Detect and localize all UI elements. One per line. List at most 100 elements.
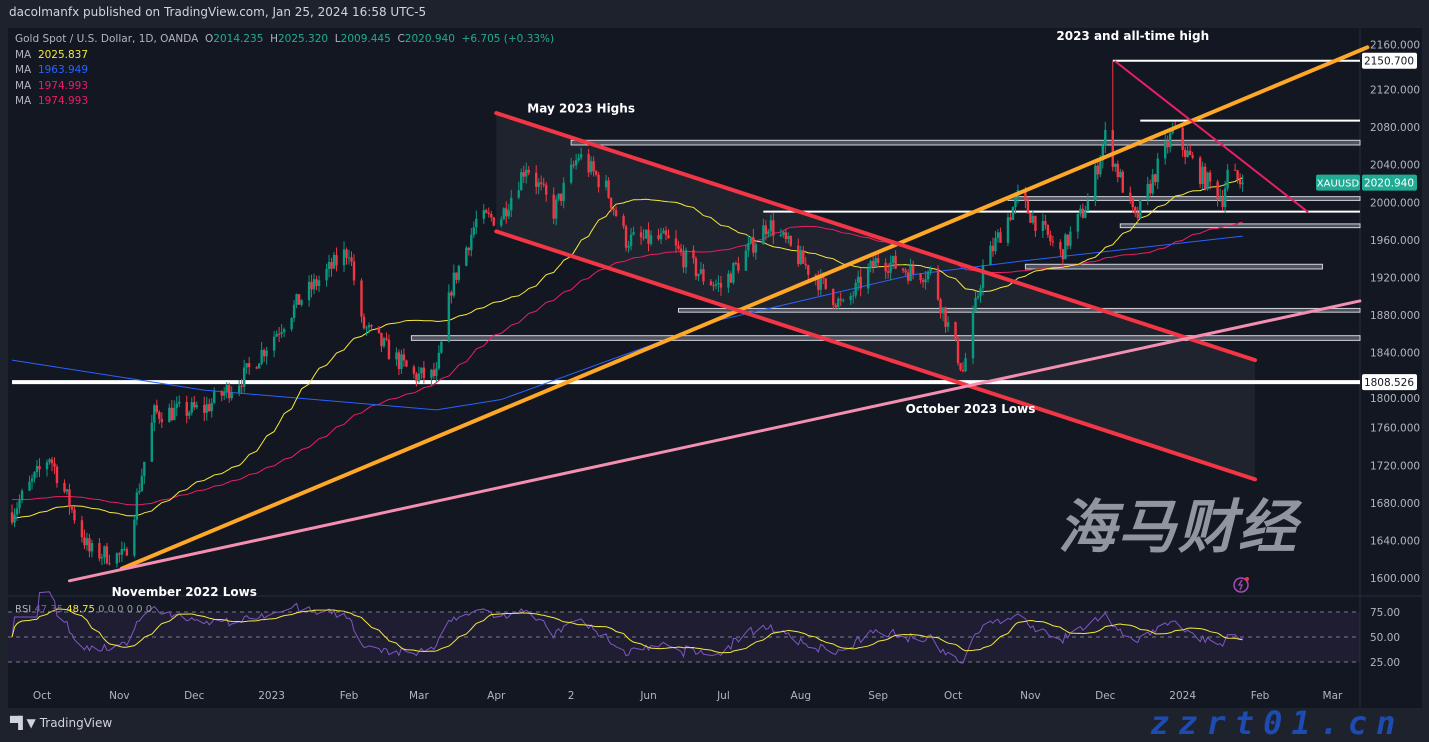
candle-body xyxy=(415,373,418,382)
candle xyxy=(205,396,208,421)
y-tick-label: 1800.000 xyxy=(1370,393,1420,405)
ma-row[interactable]: MA 1963.949 xyxy=(15,63,554,79)
candle-body xyxy=(559,193,563,202)
ma-row[interactable]: MA 1974.993 xyxy=(15,79,554,95)
candle-body xyxy=(964,358,967,372)
candle xyxy=(869,259,872,273)
lightning-alert-icon[interactable] xyxy=(1233,577,1249,593)
descending-resistance-magenta-trendline xyxy=(1114,60,1309,213)
candle-body xyxy=(168,407,171,423)
y-tick-label: 2160.000 xyxy=(1370,40,1420,52)
candle-body xyxy=(732,262,735,283)
candle xyxy=(941,307,945,322)
candle xyxy=(1206,171,1209,191)
candle xyxy=(1203,163,1207,191)
candle xyxy=(959,362,962,372)
candle xyxy=(961,361,965,373)
candle-body xyxy=(108,563,111,565)
ma-row[interactable]: MA 1974.993 xyxy=(15,94,554,110)
candle-body xyxy=(871,260,875,267)
candle-body xyxy=(223,392,226,396)
level-tag-2150: 2150.700 xyxy=(1362,52,1417,69)
candle xyxy=(1116,160,1119,183)
candle xyxy=(876,251,880,268)
candle-body xyxy=(891,256,895,263)
candle xyxy=(1134,206,1137,218)
candle xyxy=(644,229,648,240)
symbol-tag-text: XAUUSD xyxy=(1317,179,1360,190)
candle-body xyxy=(203,404,206,413)
candle xyxy=(370,324,373,330)
candle xyxy=(327,254,331,278)
candle-body xyxy=(405,360,408,367)
candle-body xyxy=(587,154,590,173)
candle xyxy=(35,460,39,478)
candle xyxy=(173,400,176,421)
candle xyxy=(385,332,388,342)
candle-body xyxy=(465,247,468,266)
candle-body xyxy=(220,391,223,396)
candle-body xyxy=(455,272,458,280)
candle-body xyxy=(797,245,800,265)
candle-body xyxy=(382,338,386,347)
candle-body xyxy=(312,279,316,290)
ma-row[interactable]: MA 2025.837 xyxy=(15,48,554,64)
candle xyxy=(819,268,822,296)
candle xyxy=(911,260,915,280)
rsi-legend[interactable]: RSI 47.35 48.75 0 0 0 0 0 0 xyxy=(15,604,152,615)
channel-shading xyxy=(496,113,1256,480)
candle xyxy=(325,263,328,287)
candle-body xyxy=(749,237,753,244)
candle-body xyxy=(345,249,348,258)
candle xyxy=(185,395,188,424)
candle xyxy=(1131,197,1134,213)
candle xyxy=(981,259,985,296)
x-tick-label: Oct xyxy=(33,690,51,702)
candle-body xyxy=(856,276,860,283)
candle xyxy=(1129,186,1132,204)
candle-body xyxy=(490,214,493,218)
candle-body xyxy=(150,422,154,462)
candle xyxy=(68,483,71,515)
candle xyxy=(430,368,433,386)
ma200-line xyxy=(11,235,1243,411)
candle-body xyxy=(1061,249,1065,260)
candle xyxy=(1238,173,1242,189)
candle xyxy=(527,166,530,176)
candle-body xyxy=(597,174,600,188)
rsi-label: RSI xyxy=(15,604,32,615)
candle xyxy=(1104,121,1107,153)
candle-body xyxy=(642,237,645,239)
candle-body xyxy=(929,268,932,272)
candle-body xyxy=(754,244,758,253)
candle-body xyxy=(342,249,346,266)
candle-body xyxy=(325,269,328,281)
symbol-name[interactable]: Gold Spot / U.S. Dollar, 1D, OANDA xyxy=(15,33,199,45)
candle-body xyxy=(83,537,86,546)
y-tick-label: 1760.000 xyxy=(1370,423,1420,435)
candle-body xyxy=(589,161,593,173)
candle-body xyxy=(370,325,373,327)
candle xyxy=(554,195,558,226)
candle xyxy=(170,400,173,422)
ohlc-row: Gold Spot / U.S. Dollar, 1D, OANDA O2014… xyxy=(15,32,554,48)
candle-body xyxy=(205,404,208,413)
candle xyxy=(572,160,575,169)
candle-body xyxy=(607,180,610,198)
candle-body xyxy=(502,208,505,220)
y-tick-label: 1880.000 xyxy=(1370,310,1420,322)
rising-support-orange-trendline xyxy=(119,45,1370,571)
candle-body xyxy=(906,272,910,281)
candle-body xyxy=(1044,221,1047,225)
footer-brand[interactable]: ▀▌▼ TradingView xyxy=(10,716,112,730)
candle-body xyxy=(68,489,71,508)
candle xyxy=(1201,161,1204,190)
candle xyxy=(342,241,346,273)
candle-body xyxy=(20,490,24,501)
candle xyxy=(639,226,643,245)
candle-body xyxy=(15,508,19,515)
candle-body xyxy=(849,296,852,300)
candle xyxy=(737,256,740,274)
candle xyxy=(894,250,897,270)
